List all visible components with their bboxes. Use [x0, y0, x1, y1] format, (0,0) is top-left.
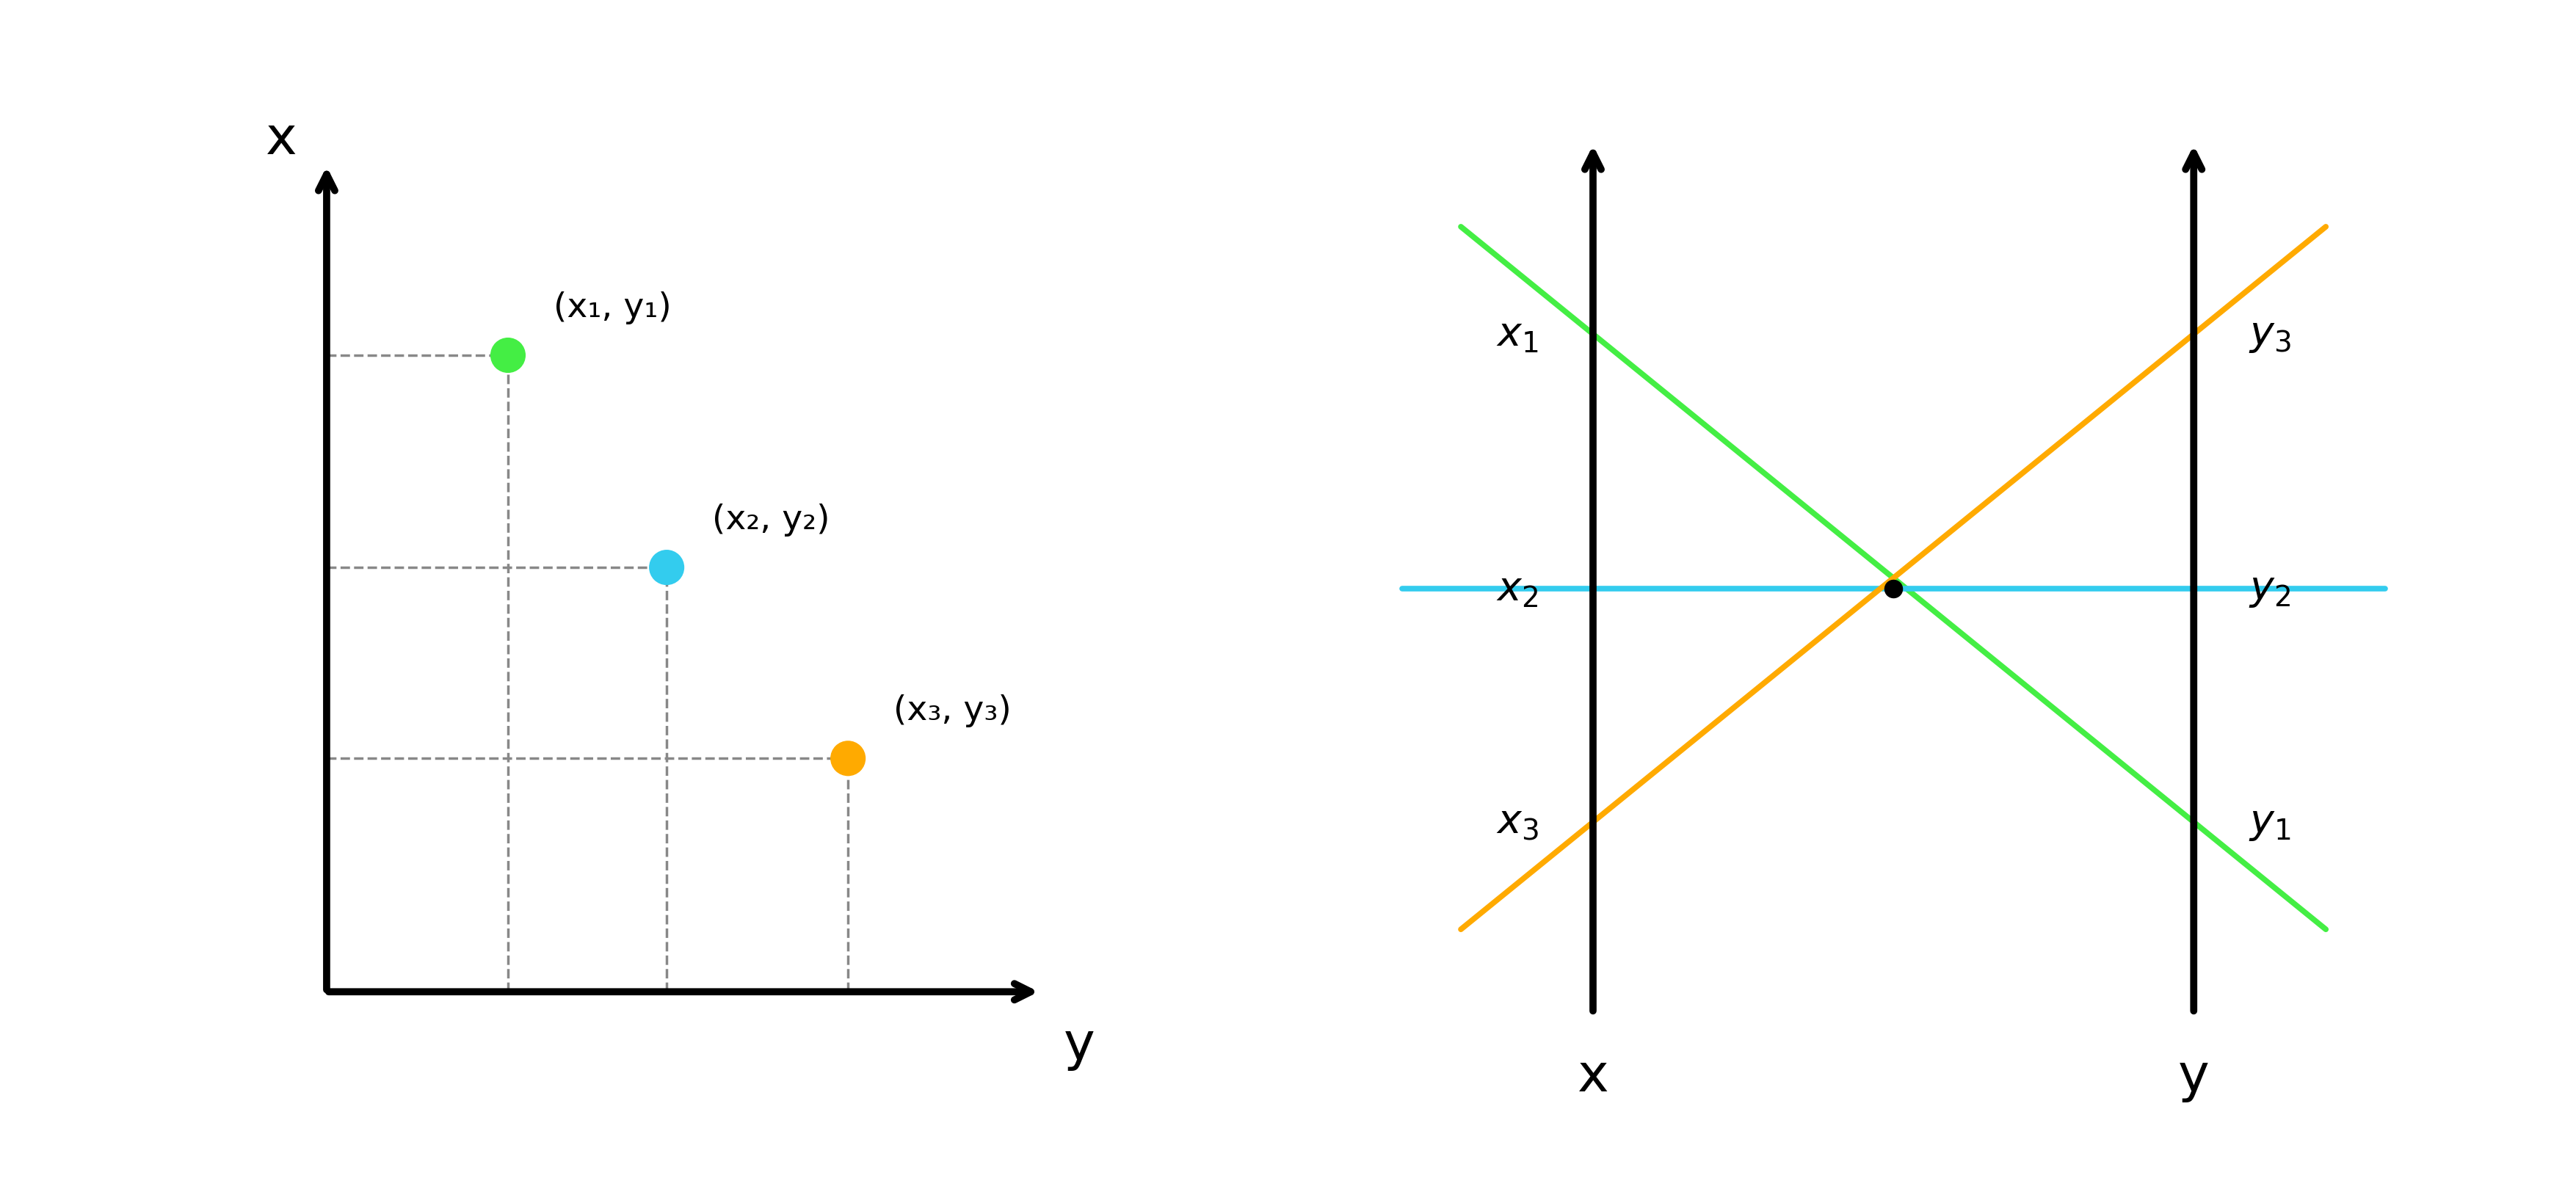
Text: (x₃, y₃): (x₃, y₃): [894, 694, 1012, 727]
Text: (x₂, y₂): (x₂, y₂): [711, 503, 829, 536]
Text: $x_1$: $x_1$: [1497, 315, 1538, 355]
Point: [827, 749, 868, 768]
Text: x: x: [265, 114, 296, 165]
Text: y: y: [2179, 1052, 2210, 1101]
Text: $x_3$: $x_3$: [1497, 802, 1538, 842]
Text: $y_1$: $y_1$: [2249, 802, 2290, 842]
Text: $x_2$: $x_2$: [1497, 569, 1538, 609]
Text: y: y: [1064, 1020, 1095, 1070]
Point: [647, 558, 688, 577]
Text: $y_2$: $y_2$: [2249, 569, 2290, 609]
Text: x: x: [1577, 1052, 1607, 1101]
Text: (x₁, y₁): (x₁, y₁): [554, 291, 672, 324]
Point: [487, 346, 528, 365]
Text: $y_3$: $y_3$: [2249, 315, 2290, 355]
Point: [1873, 580, 1914, 598]
